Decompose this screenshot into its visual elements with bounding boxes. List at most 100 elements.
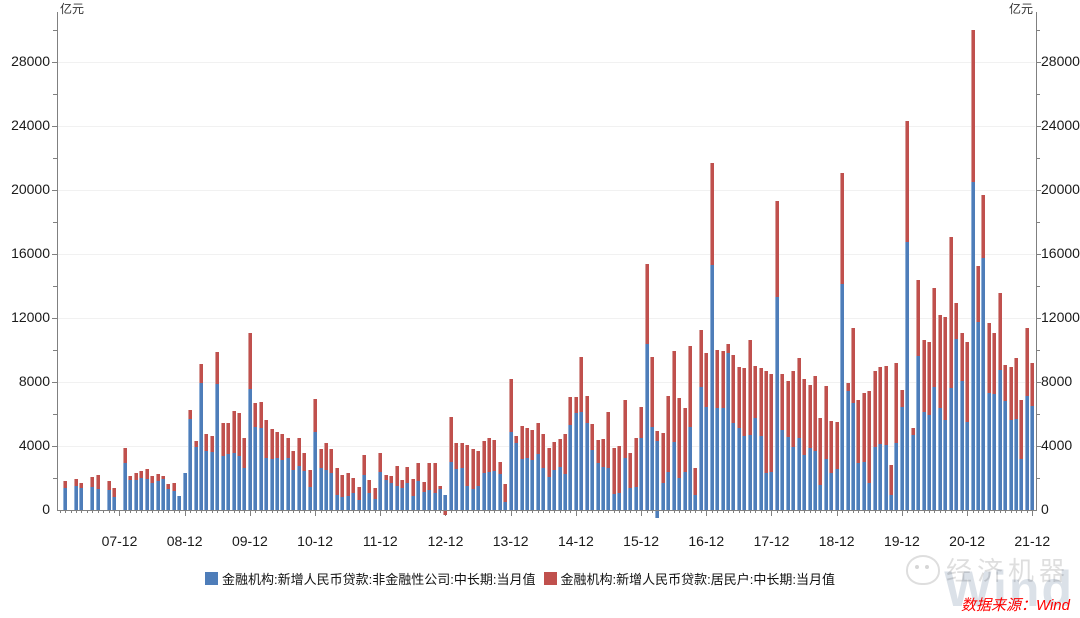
- bar-corporate: [394, 486, 399, 510]
- bar-household: [492, 439, 497, 471]
- bar-corporate: [296, 466, 301, 510]
- bar-corporate: [557, 466, 562, 510]
- x-axis-tick: [635, 511, 637, 513]
- bar-corporate: [432, 492, 437, 510]
- y-axis-label-left: 8000: [18, 373, 50, 389]
- x-axis-tick: [896, 511, 898, 513]
- x-axis-tick: [814, 511, 816, 513]
- x-axis-tick: [885, 511, 887, 513]
- bar-household: [943, 316, 948, 420]
- bar-corporate: [519, 459, 524, 510]
- bar-household: [345, 473, 350, 496]
- bar-household: [617, 446, 622, 493]
- bar-household: [410, 479, 415, 496]
- y-axis-label-left: 28000: [11, 53, 50, 69]
- bar-corporate: [128, 479, 133, 510]
- x-axis-tick: [298, 511, 300, 513]
- x-axis-tick: [684, 511, 686, 513]
- bar-corporate: [155, 481, 160, 510]
- bar-corporate: [959, 380, 964, 510]
- legend-swatch-red: [543, 572, 557, 585]
- x-axis-tick: [825, 511, 827, 513]
- wechat-bubble-icon: [905, 554, 940, 585]
- bar-household: [1008, 367, 1013, 420]
- x-axis-tick: [162, 511, 164, 513]
- bar-household: [731, 355, 736, 424]
- x-axis-tick: [673, 511, 675, 513]
- x-axis-tick: [467, 511, 469, 513]
- bar-corporate: [285, 458, 290, 510]
- x-axis-tick: [592, 511, 594, 513]
- x-axis-tick: [1021, 511, 1023, 513]
- x-axis-tick: [211, 511, 213, 513]
- bar-corporate: [606, 468, 611, 510]
- x-axis-year-label: 14-12: [557, 533, 594, 549]
- bar-household: [677, 398, 682, 479]
- x-axis-tick: [679, 511, 681, 513]
- bar-corporate: [74, 486, 78, 510]
- x-axis-tick: [1026, 511, 1028, 513]
- x-axis-tick: [97, 511, 99, 513]
- bar-household: [63, 480, 68, 488]
- bar-household: [133, 473, 138, 480]
- gridline: [58, 254, 1035, 255]
- bar-household: [372, 488, 377, 500]
- legend-item-corporate: 金融机构:新增人民币贷款:非金融性公司:中长期:当月值: [205, 569, 536, 588]
- x-axis-tick: [277, 511, 279, 513]
- bar-corporate: [133, 479, 138, 510]
- x-axis-tick: [412, 511, 414, 513]
- y-axis-tick-right: [1036, 126, 1041, 127]
- y-axis-tick-left: [52, 318, 57, 319]
- bar-household: [1030, 362, 1035, 406]
- bar-corporate: [927, 414, 932, 510]
- bar-corporate: [889, 494, 893, 510]
- bar-household: [220, 422, 225, 456]
- brand-watermark: 经济机器: [905, 551, 1070, 588]
- bar-household: [1003, 365, 1008, 401]
- bar-corporate: [660, 483, 665, 510]
- bar-corporate: [780, 430, 785, 510]
- bar-corporate: [198, 382, 203, 510]
- x-axis-tick: [168, 511, 170, 513]
- x-axis-tick: [733, 511, 735, 513]
- x-axis-tick: [287, 511, 289, 513]
- x-axis-tick: [689, 511, 691, 513]
- brand-watermark-text: 经济机器: [945, 556, 1070, 586]
- bar-household: [622, 399, 627, 459]
- bar-corporate: [497, 474, 502, 510]
- bar-corporate: [345, 495, 350, 510]
- y-axis-label-right: 12000: [1041, 309, 1080, 325]
- bar-corporate: [573, 412, 578, 510]
- bar-corporate: [975, 321, 980, 510]
- x-axis-tick: [217, 511, 219, 513]
- bar-household: [160, 475, 165, 480]
- x-axis-tick: [744, 511, 746, 513]
- bar-household: [628, 452, 633, 488]
- x-axis-tick: [766, 511, 768, 513]
- x-axis-year-label: 20-12: [949, 533, 985, 549]
- x-axis-tick: [429, 511, 431, 513]
- x-axis-tick: [396, 511, 398, 513]
- bar-corporate: [106, 490, 111, 510]
- bar-household: [269, 428, 274, 460]
- bar-household: [323, 443, 328, 470]
- x-axis-tick: [81, 511, 83, 513]
- bar-household: [785, 381, 790, 437]
- bar-corporate: [818, 485, 823, 510]
- x-axis-tick: [749, 511, 751, 513]
- bar-corporate: [367, 492, 372, 510]
- x-axis-year-label: 10-12: [297, 533, 333, 549]
- x-axis-tick: [353, 511, 355, 513]
- bar-corporate: [264, 458, 269, 510]
- bar-corporate: [986, 393, 991, 510]
- bar-corporate: [171, 490, 176, 510]
- bar-corporate: [601, 466, 606, 510]
- y-axis-label-left: 0: [42, 501, 50, 517]
- bar-corporate: [372, 499, 377, 510]
- bar-household: [774, 200, 779, 297]
- x-axis-tick: [603, 511, 605, 513]
- bar-corporate: [655, 441, 660, 510]
- bar-corporate: [671, 441, 676, 510]
- bar-corporate: [166, 489, 171, 510]
- x-axis-tick: [728, 511, 730, 513]
